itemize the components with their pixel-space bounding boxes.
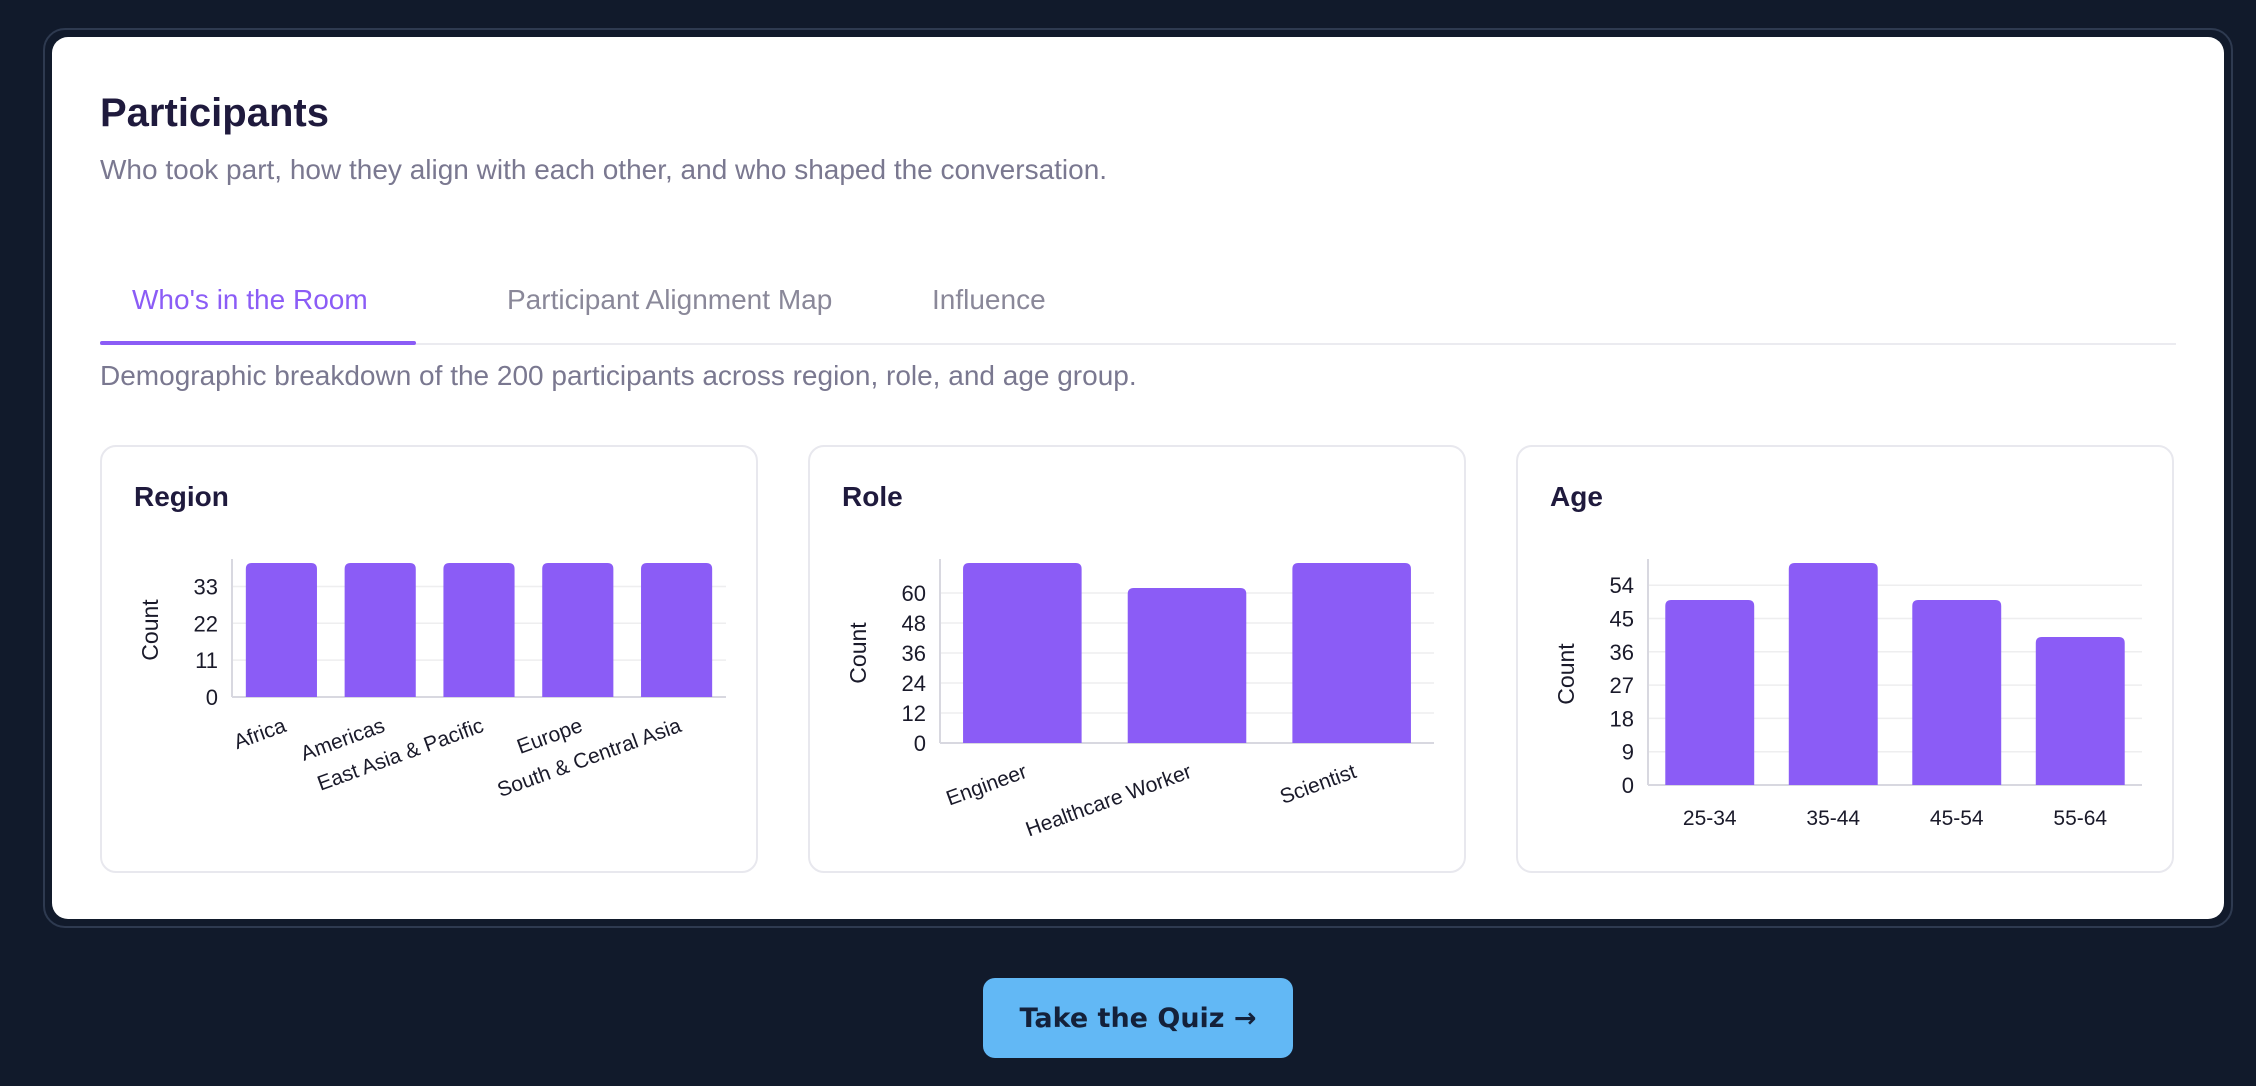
x-tick-label: Scientist — [1277, 760, 1360, 809]
x-tick-label: Africa — [231, 714, 290, 754]
y-tick-label: 24 — [902, 671, 926, 696]
y-tick-label: 54 — [1610, 573, 1634, 598]
y-tick-label: 27 — [1610, 673, 1634, 698]
bar-africa[interactable] — [245, 563, 317, 697]
tab-participant-alignment-map[interactable]: Participant Alignment Map — [507, 284, 833, 315]
bar-25-34[interactable] — [1665, 600, 1755, 785]
y-tick-label: 36 — [902, 641, 926, 666]
y-tick-label: 60 — [902, 581, 926, 606]
tab-bar: Who's in the Room Participant Alignment … — [100, 259, 2176, 345]
y-tick-label: 48 — [902, 611, 926, 636]
x-tick-label: Healthcare Worker — [1023, 760, 1195, 841]
age-chart-card: Age 0 9 18 27 36 45 54 Count 25-34 35-44 45-54 55-6… — [1516, 445, 2174, 873]
y-tick-label: 9 — [1622, 740, 1634, 765]
page-title: Participants — [100, 91, 329, 135]
bar-55-64[interactable] — [2035, 637, 2125, 785]
bar-south-central-asia[interactable] — [641, 563, 713, 697]
bar-scientist[interactable] — [1292, 563, 1411, 743]
region-chart-title: Region — [134, 481, 229, 512]
x-tick-label: Engineer — [943, 760, 1030, 810]
y-tick-label: 0 — [914, 731, 926, 756]
participants-panel: Participants Who took part, how they ali… — [52, 37, 2224, 919]
bar-35-44[interactable] — [1788, 563, 1878, 785]
y-axis-title: Count — [845, 622, 871, 684]
y-tick-label: 18 — [1610, 706, 1634, 731]
page-subtitle: Who took part, how they align with each … — [100, 154, 1108, 185]
bar-europe[interactable] — [542, 563, 614, 697]
take-quiz-button[interactable]: Take the Quiz → — [983, 978, 1293, 1058]
y-axis-title: Count — [1553, 643, 1579, 705]
y-tick-label: 45 — [1610, 607, 1634, 632]
age-chart: 0 9 18 27 36 45 54 Count 25-34 35-44 45-54 55-64 — [1553, 559, 2142, 830]
outer-frame — [43, 28, 2233, 928]
y-axis-title: Count — [137, 599, 163, 661]
y-tick-label: 0 — [206, 685, 218, 710]
region-chart-card: Region 0 11 22 33 Count Africa Americas East As… — [100, 445, 758, 873]
y-tick-label: 22 — [194, 611, 218, 636]
x-tick-label: East Asia & Pacific — [314, 714, 486, 795]
bar-americas[interactable] — [344, 563, 416, 697]
role-chart-title: Role — [842, 481, 903, 512]
y-tick-label: 11 — [195, 648, 218, 673]
tab-whos-in-the-room[interactable]: Who's in the Room — [132, 284, 368, 315]
x-tick-label: 45-54 — [1930, 807, 1984, 830]
tab-description: Demographic breakdown of the 200 partici… — [100, 360, 1137, 391]
x-tick-label: 25-34 — [1683, 807, 1737, 830]
role-chart-card: Role 0 12 24 36 48 60 Count Engineer Healthcare … — [808, 445, 1466, 873]
age-chart-title: Age — [1550, 481, 1603, 512]
bar-engineer[interactable] — [963, 563, 1082, 743]
bar-east-asia-pacific[interactable] — [443, 563, 515, 697]
y-tick-label: 33 — [194, 574, 218, 599]
tab-influence[interactable]: Influence — [932, 284, 1046, 315]
y-tick-label: 36 — [1610, 640, 1634, 665]
y-tick-label: 12 — [902, 701, 926, 726]
bar-healthcare-worker[interactable] — [1127, 588, 1247, 743]
y-tick-label: 0 — [1622, 773, 1634, 798]
x-tick-label: 35-44 — [1806, 807, 1860, 830]
x-tick-label: 55-64 — [2053, 807, 2107, 830]
active-tab-indicator — [100, 341, 416, 345]
bar-45-54[interactable] — [1912, 600, 2002, 785]
